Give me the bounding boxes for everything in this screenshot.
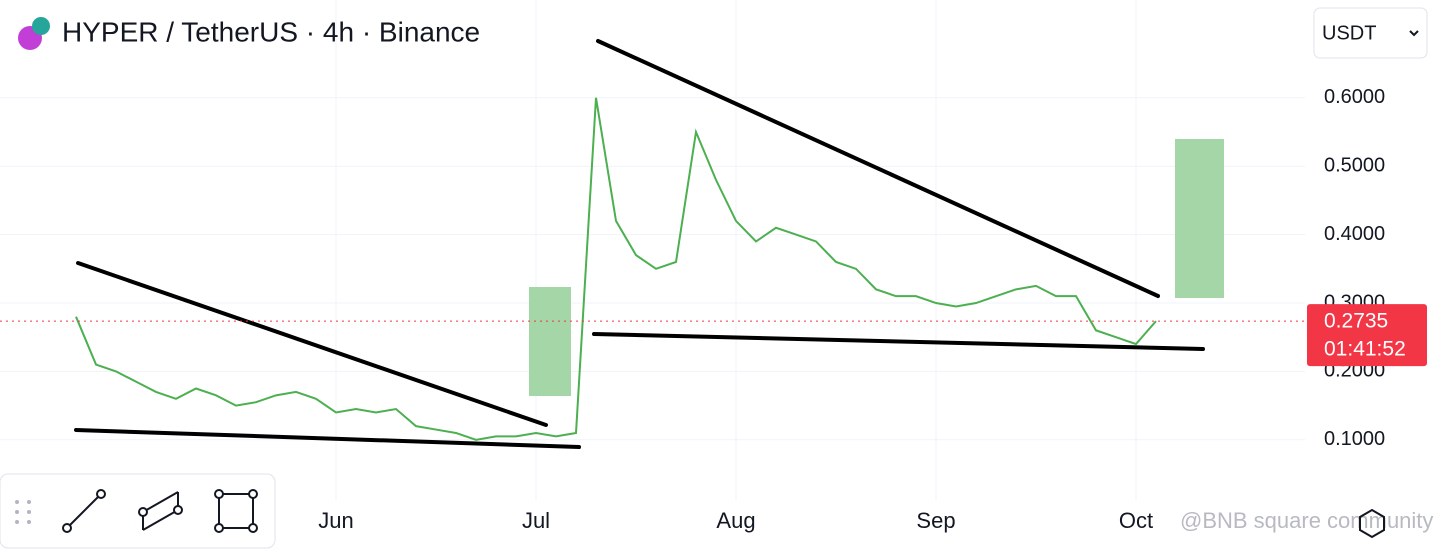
rectangle-tool[interactable] bbox=[214, 489, 258, 533]
target-box bbox=[1175, 139, 1224, 298]
currency-select[interactable] bbox=[1313, 7, 1428, 59]
dropdown-arrow bbox=[1409, 30, 1419, 37]
channel-tool[interactable] bbox=[138, 491, 183, 531]
last-price-label: 0.2735 bbox=[1324, 310, 1388, 333]
countdown-label: 01:41:52 bbox=[1324, 338, 1406, 361]
watermark: @BNB square community bbox=[1180, 508, 1433, 533]
y-tick-label: 0.4000 bbox=[1324, 223, 1385, 245]
x-tick-label: Aug bbox=[716, 508, 755, 533]
x-tick-label: Sep bbox=[916, 508, 955, 533]
toolbar-handle bbox=[15, 500, 31, 524]
chart-title: HYPER / TetherUS · 4h · Binance bbox=[62, 16, 480, 47]
settings-icon[interactable] bbox=[1359, 508, 1385, 539]
x-tick-label: Oct bbox=[1119, 508, 1153, 533]
target-box bbox=[529, 287, 571, 396]
currency-label: USDT bbox=[1322, 22, 1376, 44]
trend-line-tool[interactable] bbox=[62, 489, 106, 533]
x-tick-label: Jun bbox=[318, 508, 353, 533]
x-tick-label: Jul bbox=[522, 508, 550, 533]
price-line bbox=[75, 97, 1157, 441]
currency-icon bbox=[32, 17, 50, 35]
y-tick-label: 0.5000 bbox=[1324, 154, 1385, 176]
y-tick-label: 0.6000 bbox=[1324, 86, 1385, 108]
drawing-toolbar bbox=[0, 473, 276, 549]
y-tick-label: 0.1000 bbox=[1324, 428, 1385, 450]
last-price-badge bbox=[1307, 304, 1427, 367]
trend-lines bbox=[74, 39, 1205, 449]
